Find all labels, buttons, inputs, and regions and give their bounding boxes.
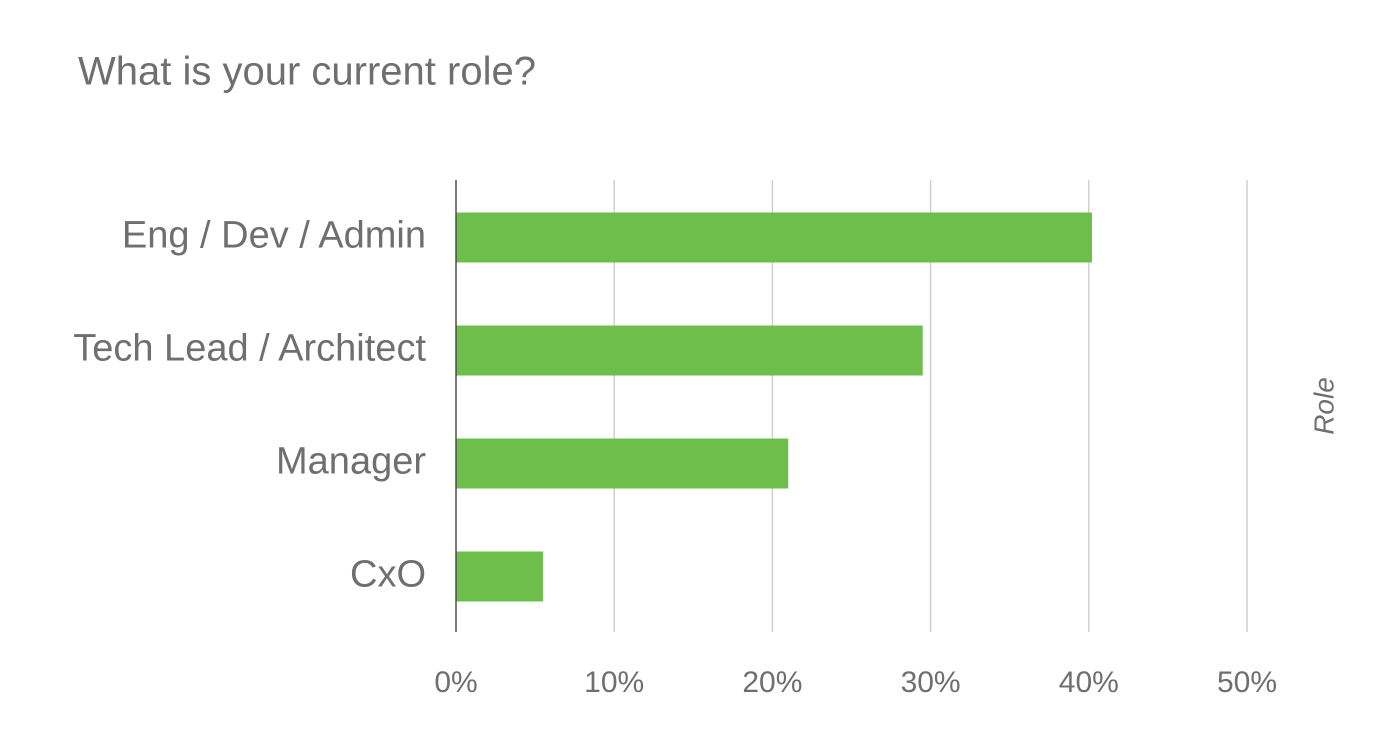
x-tick-label: 50% (1217, 666, 1277, 699)
bar (456, 212, 1092, 263)
x-tick-label: 0% (434, 666, 477, 699)
x-tick-label: 30% (901, 666, 961, 699)
y-tick-label: Eng / Dev / Admin (122, 215, 426, 257)
x-tick-label: 10% (584, 666, 644, 699)
bar (456, 551, 544, 602)
y-tick-label: Manager (276, 441, 426, 483)
bar (456, 438, 789, 489)
x-tick-label: 40% (1059, 666, 1119, 699)
y-tick-label: Tech Lead / Architect (73, 328, 426, 370)
axis-title: Role (1308, 377, 1339, 435)
x-tick-label: 20% (742, 666, 802, 699)
bar (456, 325, 923, 376)
chart-title: What is your current role? (78, 50, 536, 94)
y-tick-label: CxO (350, 554, 426, 596)
